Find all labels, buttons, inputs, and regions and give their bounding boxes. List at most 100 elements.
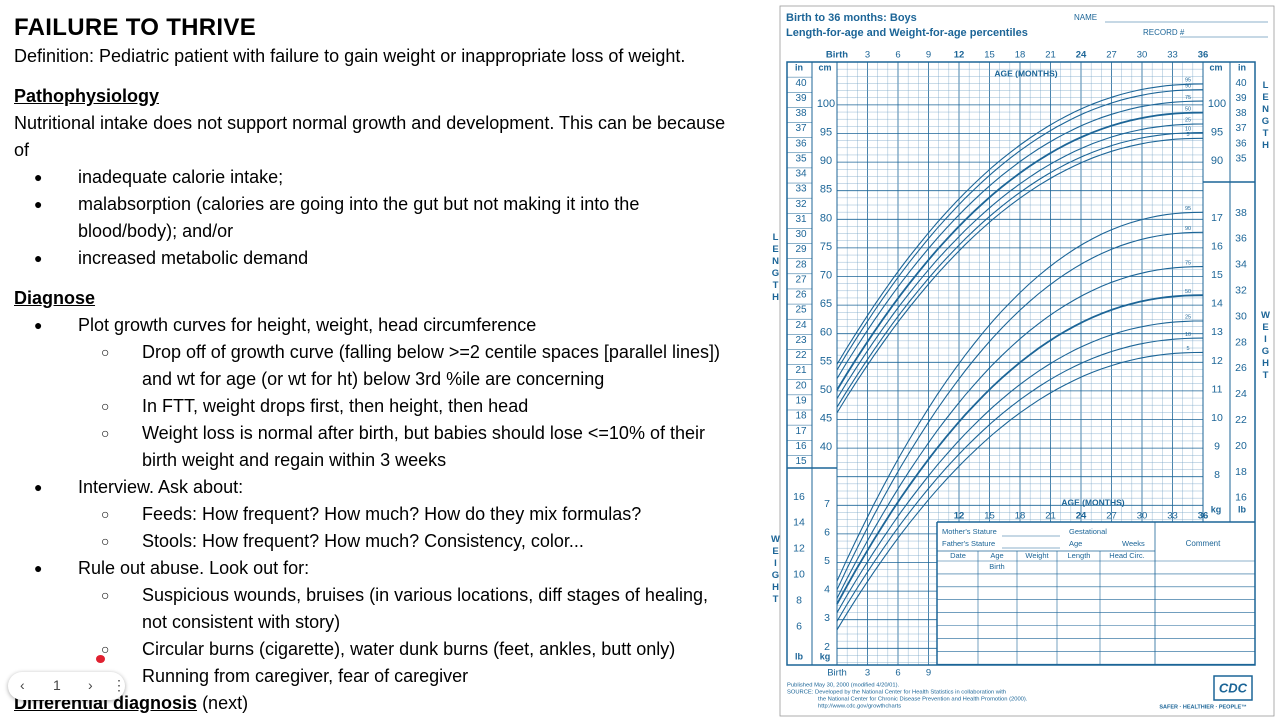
bullet-list: Plot growth curves for height, weight, h…: [14, 312, 774, 690]
sub-bullet: Suspicious wounds, bruises (in various l…: [14, 582, 727, 636]
weight-curve: [836, 231, 1204, 591]
chart-text: 9: [926, 668, 931, 679]
chart-text: 27: [1106, 50, 1117, 61]
heading: Pathophysiology: [14, 86, 160, 106]
chart-text: 50: [1185, 106, 1191, 112]
weight-curve: [836, 294, 1204, 605]
chart-text: 16: [795, 441, 807, 452]
chart-text: 21: [1045, 50, 1056, 61]
chart-text: 3: [824, 612, 830, 624]
chart-text: 36: [1235, 233, 1247, 245]
chart-text: 15: [795, 456, 807, 467]
next-button[interactable]: ›: [88, 677, 93, 693]
chart-text: 12: [954, 50, 965, 61]
chart-text: 15: [984, 50, 995, 61]
chart-text: 27: [795, 274, 807, 285]
page-number: 1: [53, 677, 61, 693]
chart-text: 22: [795, 350, 807, 361]
chart-text: 35: [1235, 153, 1247, 164]
chart-text: 34: [1235, 259, 1247, 271]
chart-text: 2: [824, 641, 830, 653]
chart-text: 38: [1235, 207, 1247, 219]
chart-text: 40: [820, 441, 832, 453]
chart-text: 8: [1214, 469, 1220, 481]
chart-text: 23: [795, 335, 807, 346]
weight-curve: [836, 320, 1203, 613]
chart-text: cm: [1209, 62, 1222, 72]
sub-bullet: Drop off of growth curve (falling below …: [14, 339, 727, 393]
chart-text: 16: [793, 491, 805, 503]
chart-text: 22: [1235, 414, 1247, 426]
chart-text: 24: [1235, 388, 1247, 400]
weight-label-right: WEIGHT: [1260, 310, 1271, 382]
bullet: Plot growth curves for height, weight, h…: [14, 312, 698, 339]
chart-text: 18: [1015, 50, 1026, 61]
bullet-list: inadequate calorie intake;malabsorption …: [14, 164, 774, 272]
chart-text: 100: [817, 98, 835, 110]
chart-text: 38: [795, 108, 807, 119]
chart-text: 25: [1185, 315, 1191, 321]
chart-text: 14: [793, 517, 805, 529]
chart-text: 9: [926, 50, 931, 61]
chart-text: Date: [950, 551, 966, 560]
chart-text: Birth: [827, 668, 847, 679]
chart-text: 60: [820, 327, 832, 339]
chart-text: Weeks: [1122, 539, 1145, 548]
sub-bullet: Feeds: How frequent? How much? How do th…: [14, 501, 727, 528]
page-navigator[interactable]: ‹ 1 › ⋮: [8, 672, 126, 700]
chart-text: 6: [895, 668, 900, 679]
chart-text: 33: [1167, 50, 1178, 61]
chart-text: 14: [1211, 298, 1223, 310]
chart-text: 36: [1198, 511, 1209, 522]
weight-curve: [836, 351, 1204, 631]
chart-text: 12: [1211, 355, 1223, 367]
chart-text: RECORD #: [1143, 28, 1185, 37]
chart-text: Gestational: [1069, 527, 1107, 536]
chart-text: 32: [795, 199, 807, 210]
chart-text: 10: [1185, 126, 1191, 132]
chart-text: Weight: [1025, 551, 1049, 560]
weight-curve: [836, 337, 1204, 622]
chart-text: 90: [820, 155, 832, 167]
chart-text: 10: [1211, 412, 1223, 424]
menu-button[interactable]: ⋮: [112, 677, 126, 693]
chart-text: Father's Stature: [942, 539, 995, 548]
chart-text: lb: [795, 651, 804, 661]
chart-text: NAME: [1074, 13, 1097, 22]
length-label: LENGTH: [770, 232, 781, 304]
chart-text: 20: [1235, 440, 1247, 452]
chart-text: AGE (MONTHS): [994, 68, 1057, 78]
chart-text: SOURCE: Developed by the National Center…: [787, 690, 1006, 696]
prev-button[interactable]: ‹: [20, 677, 25, 693]
chart-text: 21: [1045, 511, 1056, 522]
logo-box: [1213, 675, 1253, 701]
chart-text: 17: [1211, 212, 1223, 224]
chart-text: 50: [1185, 289, 1191, 295]
chart-text: 5: [1186, 132, 1189, 138]
grid-frame: [786, 61, 1256, 666]
bullet: Interview. Ask about:: [14, 474, 698, 501]
chart-text: Length-for-age and Weight-for-age percen…: [786, 27, 1028, 39]
sub-bullet: Circular burns (cigarette), water dunk b…: [14, 636, 727, 663]
chart-text: 9: [1214, 441, 1220, 453]
chart-text: AGE (MONTHS): [1061, 497, 1124, 507]
chart-text: 90: [1211, 155, 1223, 167]
chart-text: 18: [795, 411, 807, 422]
chart-text: 37: [795, 123, 807, 134]
chart-text: 75: [820, 241, 832, 253]
bullet: increased metabolic demand: [14, 245, 698, 272]
chart-text: 65: [820, 298, 832, 310]
sub-bullet: Stools: How frequent? How much? Consiste…: [14, 528, 727, 555]
length-curve: [836, 137, 1204, 414]
chart-text: 32: [1235, 284, 1247, 296]
chart-text: 30: [1137, 511, 1148, 522]
chart-text: Birth: [826, 50, 848, 61]
chart-text: 90: [1185, 83, 1191, 89]
pointer-dot: [96, 655, 105, 663]
chart-text: 28: [1235, 336, 1247, 348]
chart-text: Mother's Stature: [942, 527, 997, 536]
title: FAILURE TO THRIVE: [14, 14, 257, 41]
chart-text: 38: [1235, 108, 1247, 119]
chart-text: kg: [1211, 504, 1222, 514]
